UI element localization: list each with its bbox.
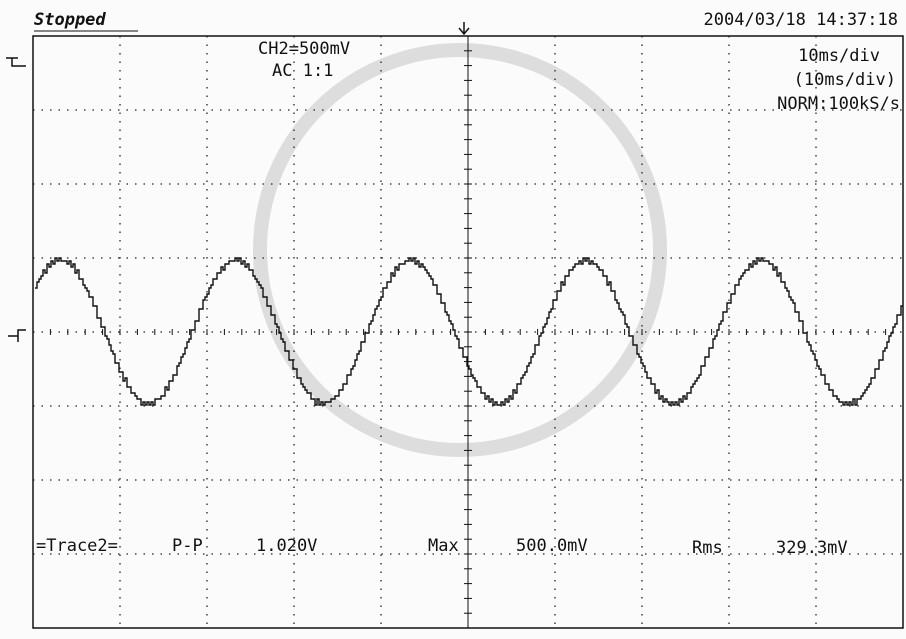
channel-scale: CH2=500mV [258, 39, 350, 59]
trigger-position-marker [458, 22, 470, 36]
waveform-trace [35, 257, 903, 406]
graticule [32, 35, 904, 629]
timebase-zoom: (10ms/div) [794, 70, 896, 90]
channel-ground-marker [8, 329, 26, 342]
trace-label: =Trace2= [36, 536, 118, 556]
status: Stopped [34, 10, 106, 30]
measurement-label: P-P [172, 536, 203, 556]
watermark [253, 43, 667, 457]
measurement-value: 500.0mV [516, 536, 588, 556]
acquisition-mode: NORM:100kS/s [777, 94, 900, 114]
channel-coupling: AC 1:1 [272, 61, 333, 81]
measurement-value: 1.020V [256, 536, 317, 556]
measurement-label: Max [428, 536, 459, 556]
measurement-value: 329.3mV [776, 538, 848, 558]
trigger-level-marker [6, 57, 26, 67]
measurement-label: Rms [692, 538, 723, 558]
datetime: 2004/03/18 14:37:18 [704, 10, 898, 30]
timebase: 10ms/div [798, 46, 880, 66]
